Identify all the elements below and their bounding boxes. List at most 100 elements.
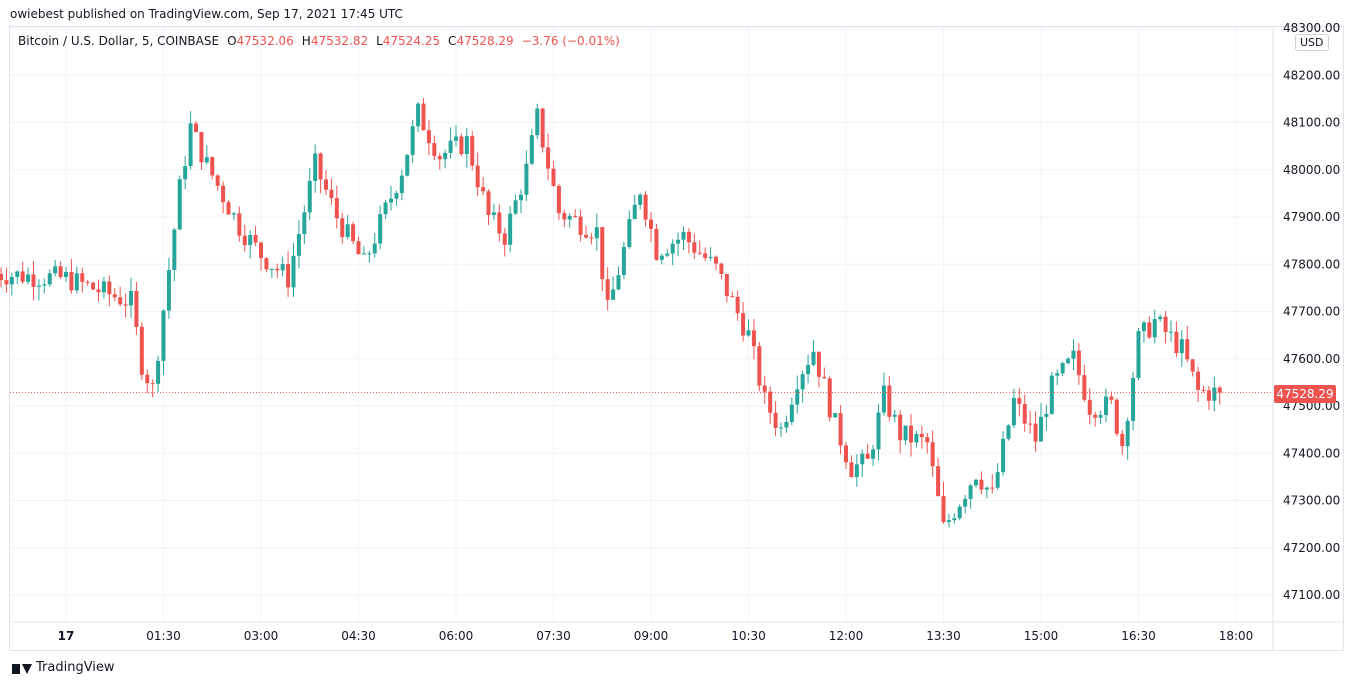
candle-up [513, 194, 518, 215]
candle-up [1141, 321, 1146, 343]
candle-body [519, 194, 523, 201]
candle-down [1033, 411, 1038, 452]
candle-body [259, 242, 263, 259]
candle-up [1152, 309, 1157, 344]
candle-body [1212, 387, 1217, 401]
candle-body [269, 268, 274, 270]
candle-up [367, 250, 372, 263]
candle-down [865, 443, 870, 459]
candle-down [118, 286, 123, 307]
candle-body [849, 462, 854, 478]
candle-down [112, 288, 117, 302]
candle-body [394, 193, 399, 199]
candle-down [69, 258, 74, 294]
candle-body [784, 421, 789, 428]
candle-up [892, 409, 897, 423]
candle-up [567, 212, 572, 228]
price-tick-label: 47100.00 [1283, 588, 1340, 602]
candle-down [578, 209, 583, 242]
price-tick-label: 47600.00 [1283, 352, 1340, 366]
candle-body [80, 273, 85, 282]
candle-body [827, 378, 832, 418]
candle-up [968, 483, 973, 509]
candle-up [129, 277, 133, 318]
candle-down [318, 152, 323, 194]
candle-down [887, 375, 892, 422]
candle-up [1131, 372, 1136, 431]
candle-body [936, 466, 941, 497]
candle-up [372, 233, 377, 258]
open-value: 47532.06 [236, 34, 294, 48]
candle-up [676, 232, 681, 257]
candle-body [963, 498, 968, 507]
candle-down [123, 293, 128, 318]
candle-down [351, 221, 356, 245]
candle-body [1163, 316, 1168, 333]
candle-up [491, 203, 496, 220]
candle-down [697, 240, 702, 255]
candle-body [253, 234, 258, 243]
candle-body [215, 175, 220, 186]
candle-down [990, 474, 995, 494]
candle-body [47, 273, 52, 285]
candle-body [199, 132, 204, 163]
candle-body [1082, 375, 1087, 400]
candle-body [589, 237, 594, 239]
candle-body [405, 154, 410, 176]
candle-body [627, 218, 632, 247]
candle-body [925, 437, 930, 443]
candle-up [708, 247, 713, 261]
candle-body [1055, 373, 1060, 376]
price-tick-label: 47400.00 [1283, 446, 1340, 460]
candle-down [432, 135, 437, 161]
candle-down [20, 261, 25, 285]
candle-body [437, 156, 442, 160]
candle-body [1006, 425, 1011, 439]
candle-up [1006, 424, 1011, 441]
change-value: −3.76 (−0.01%) [521, 34, 620, 48]
candle-body [909, 425, 913, 443]
candle-down [1217, 385, 1222, 405]
candle-body [746, 330, 751, 336]
tradingview-logo-icon [12, 662, 32, 674]
candle-up [519, 189, 523, 214]
candle-body [979, 479, 984, 490]
brand-footer[interactable]: TradingView [12, 660, 115, 675]
candle-body [773, 412, 778, 428]
candle-body [85, 281, 90, 283]
candle-down [600, 227, 605, 292]
candle-down [1147, 316, 1152, 340]
candle-up [204, 145, 209, 165]
candle-body [324, 179, 328, 190]
candle-down [1206, 386, 1211, 410]
candle-body [26, 274, 31, 282]
candle-up [1044, 404, 1049, 431]
candle-down [0, 267, 3, 288]
candle-body [881, 385, 886, 413]
candle-up [9, 272, 14, 296]
candle-up [779, 422, 783, 437]
candle-body [605, 279, 610, 300]
candle-body [459, 136, 464, 155]
candle-up [1136, 327, 1141, 380]
candle-body [865, 453, 870, 459]
candle-up [231, 212, 236, 221]
candle-body [600, 227, 605, 280]
candle-body [118, 297, 123, 305]
candle-down [242, 224, 247, 252]
candle-body [1011, 398, 1016, 426]
candle-body [686, 231, 691, 243]
candle-down [145, 369, 150, 393]
candle-body [399, 175, 404, 194]
candle-body [307, 180, 312, 213]
candle-up [74, 266, 79, 294]
candle-down [573, 209, 578, 218]
candle-down [562, 209, 567, 227]
candle-body [806, 364, 811, 375]
candle-body [632, 204, 637, 219]
currency-unit-button[interactable]: USD [1295, 34, 1329, 51]
candle-up [410, 119, 415, 163]
time-tick-label: 10:30 [731, 629, 766, 643]
candle-up [1104, 388, 1108, 423]
